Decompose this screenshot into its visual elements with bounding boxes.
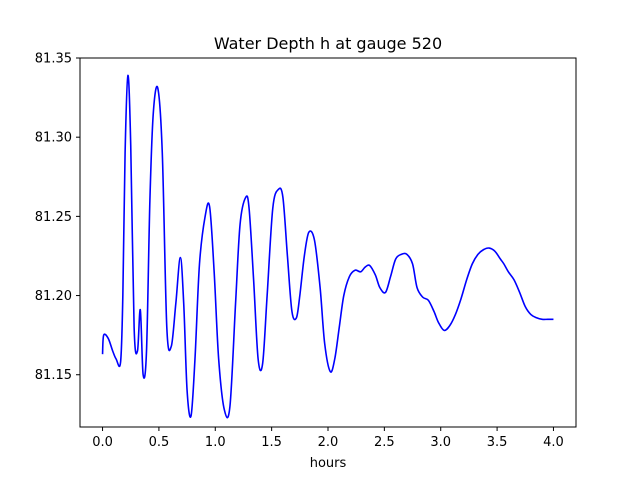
x-tick-label: 1.5	[261, 435, 282, 450]
x-tick-label: 0.0	[92, 435, 113, 450]
y-tick-label: 81.35	[35, 52, 72, 67]
x-tick-label: 1.0	[205, 435, 226, 450]
x-tick-label: 3.5	[487, 435, 508, 450]
x-tick-label: 0.5	[149, 435, 170, 450]
x-axis-label: hours	[310, 456, 347, 471]
x-tick-label: 4.0	[543, 435, 564, 450]
x-tick-label: 3.0	[430, 435, 451, 450]
y-axis: 81.15 81.20 81.25 81.30 81.35	[35, 52, 80, 383]
x-tick-label: 2.0	[318, 435, 339, 450]
x-tick-label: 2.5	[374, 435, 395, 450]
plot-area	[101, 74, 554, 419]
y-tick-label: 81.15	[35, 368, 72, 383]
chart-title: Water Depth h at gauge 520	[214, 34, 442, 53]
y-tick-label: 81.25	[35, 210, 72, 225]
series-line-0	[101, 74, 554, 419]
y-tick-label: 81.30	[35, 131, 72, 146]
axes-frame	[79, 57, 577, 428]
x-axis: 0.0 0.5 1.0 1.5 2.0 2.5 3.0 3.5 4.0	[92, 427, 564, 450]
y-tick-label: 81.20	[35, 289, 72, 304]
